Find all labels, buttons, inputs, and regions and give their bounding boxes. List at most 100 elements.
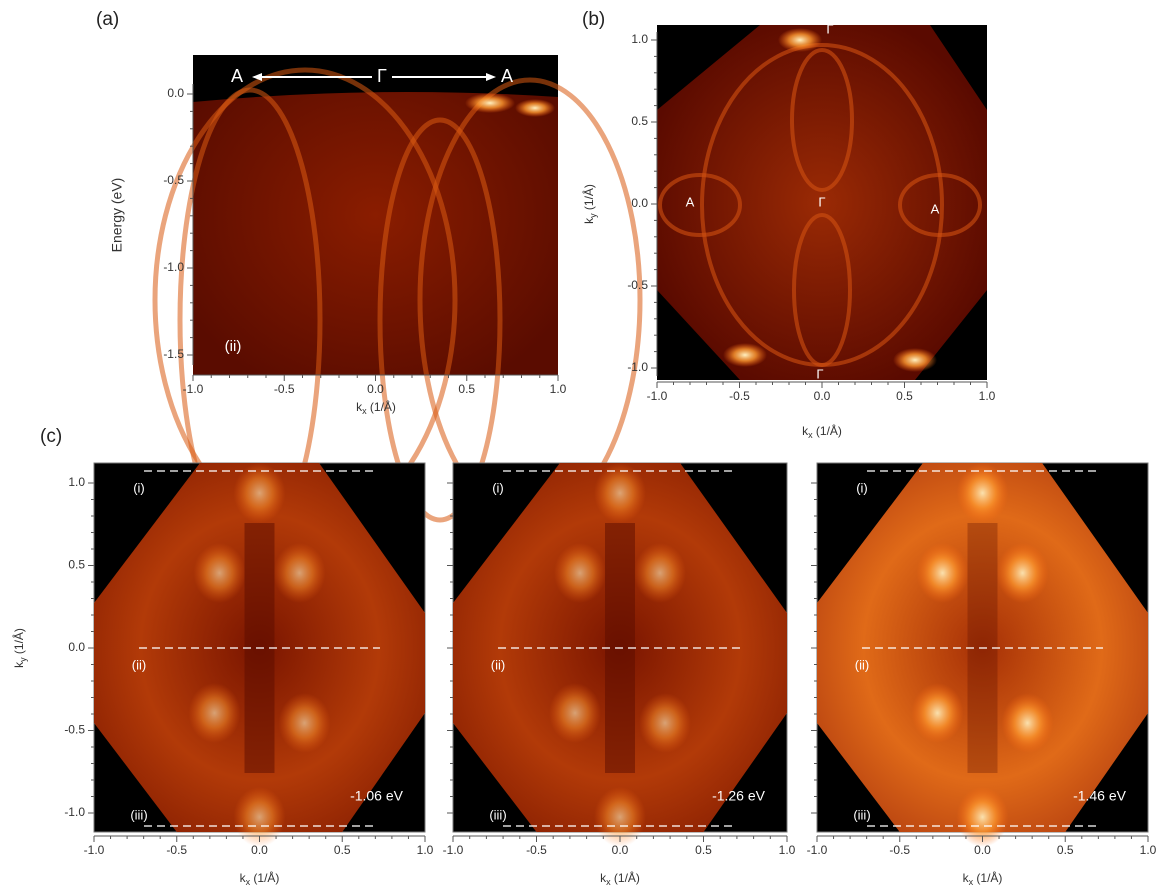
y-tick-label: 0.0	[68, 640, 85, 654]
x-tick-label: 0.5	[1057, 843, 1074, 857]
hot-spot	[273, 543, 326, 603]
axis-label-part: k	[600, 871, 607, 885]
x-tick-label: 1.0	[779, 843, 796, 857]
axis-label: kx (1/Å)	[963, 870, 1003, 887]
cut-label: (i)	[856, 480, 868, 495]
cut-label: (ii)	[132, 657, 146, 672]
axis-label: kx (1/Å)	[802, 423, 842, 440]
axis-label-part: k	[356, 400, 363, 414]
y-tick-label: 1.0	[68, 475, 85, 489]
axis-label-part: x	[606, 877, 611, 887]
x-tick-label: 0.5	[695, 843, 712, 857]
cut-label: (iii)	[489, 807, 506, 822]
x-tick-label: 0.0	[612, 843, 629, 857]
hot-spot	[911, 683, 964, 743]
axis-label-part: (1/Å)	[611, 870, 640, 885]
y-tick-label: -1.0	[627, 360, 648, 374]
panel-label: (a)	[96, 9, 119, 30]
hot-spot	[956, 787, 1009, 847]
hot-spot	[594, 463, 646, 523]
x-tick-label: -0.5	[166, 843, 187, 857]
annotation: A	[686, 194, 695, 209]
annotation: Γ	[377, 66, 387, 86]
axis-label-part: (1/Å)	[367, 399, 396, 414]
x-tick-label: 1.0	[417, 843, 434, 857]
y-tick-label: -1.0	[64, 805, 85, 819]
cut-label: (iii)	[130, 807, 147, 822]
hot-spot	[723, 343, 767, 367]
hot-spot	[996, 543, 1049, 603]
axis-label-part: y	[588, 213, 598, 218]
hot-spot	[554, 543, 606, 603]
x-tick-label: 1.0	[550, 382, 567, 396]
axis-label-part: k	[12, 661, 26, 668]
x-tick-label: -1.0	[807, 843, 828, 857]
y-tick-label: 0.0	[167, 86, 184, 100]
hot-spot	[639, 693, 691, 753]
cut-label: (i)	[133, 480, 145, 495]
axis-label-part: (1/Å)	[11, 628, 26, 657]
axis-label-part: k	[582, 217, 596, 224]
hot-spot	[465, 93, 515, 113]
x-tick-label: 0.0	[367, 382, 384, 396]
cut-label: (iii)	[853, 807, 870, 822]
annotation: Γ	[826, 21, 833, 36]
y-tick-label: 0.0	[631, 196, 648, 210]
axis-label-part: y	[18, 657, 28, 662]
x-tick-label: -0.5	[526, 843, 547, 857]
energy-label: -1.06 eV	[350, 788, 404, 804]
fermi-map-area	[657, 25, 987, 380]
hot-spot	[1001, 693, 1054, 753]
hot-spot	[233, 787, 286, 847]
axis-label-part: (1/Å)	[581, 184, 596, 213]
hot-spot	[634, 543, 686, 603]
hot-spot	[956, 463, 1009, 523]
energy-label: -1.46 eV	[1073, 788, 1127, 804]
x-tick-label: -1.0	[443, 843, 464, 857]
annotation: (ii)	[225, 338, 242, 355]
cut-label: (ii)	[855, 657, 869, 672]
x-tick-label: 0.0	[974, 843, 991, 857]
hot-spot	[916, 543, 969, 603]
x-tick-label: -1.0	[647, 389, 668, 403]
annotation: A	[931, 201, 940, 216]
hot-spot	[188, 683, 241, 743]
x-tick-label: 0.0	[814, 389, 831, 403]
annotation: A	[231, 66, 243, 86]
cut-label: (i)	[492, 480, 504, 495]
cut-label: (ii)	[491, 657, 505, 672]
axis-label-part: x	[808, 430, 813, 440]
axis-label-part: x	[362, 406, 367, 416]
x-tick-label: 0.0	[251, 843, 268, 857]
hot-spot	[233, 463, 286, 523]
hot-spot	[893, 348, 937, 372]
axis-label: kx (1/Å)	[240, 870, 280, 887]
axis-label-part: k	[963, 871, 970, 885]
axis-label: ky (1/Å)	[11, 628, 28, 668]
annotation: Γ	[818, 194, 825, 209]
axis-label-part: x	[969, 877, 974, 887]
axis-label: ky (1/Å)	[581, 184, 598, 224]
y-tick-label: 1.0	[631, 32, 648, 46]
y-tick-label: 0.5	[631, 114, 648, 128]
hot-spot	[778, 28, 822, 52]
x-tick-label: 0.5	[334, 843, 351, 857]
axis-label: kx (1/Å)	[600, 870, 640, 887]
x-tick-label: 1.0	[979, 389, 996, 403]
hot-spot	[594, 787, 646, 847]
x-tick-label: 1.0	[1140, 843, 1157, 857]
y-tick-label: -0.5	[163, 173, 184, 187]
x-tick-label: -0.5	[889, 843, 910, 857]
x-tick-label: -1.0	[183, 382, 204, 396]
y-tick-label: 0.5	[68, 558, 85, 572]
hot-spot	[515, 99, 555, 117]
band	[377, 117, 503, 523]
y-tick-label: -1.0	[163, 260, 184, 274]
axis-label-part: (1/Å)	[250, 870, 279, 885]
x-tick-label: 0.5	[896, 389, 913, 403]
y-tick-label: -1.5	[163, 347, 184, 361]
band	[700, 43, 944, 367]
axis-label-part: (1/Å)	[973, 870, 1002, 885]
axis-label: Energy (eV)	[109, 178, 125, 253]
